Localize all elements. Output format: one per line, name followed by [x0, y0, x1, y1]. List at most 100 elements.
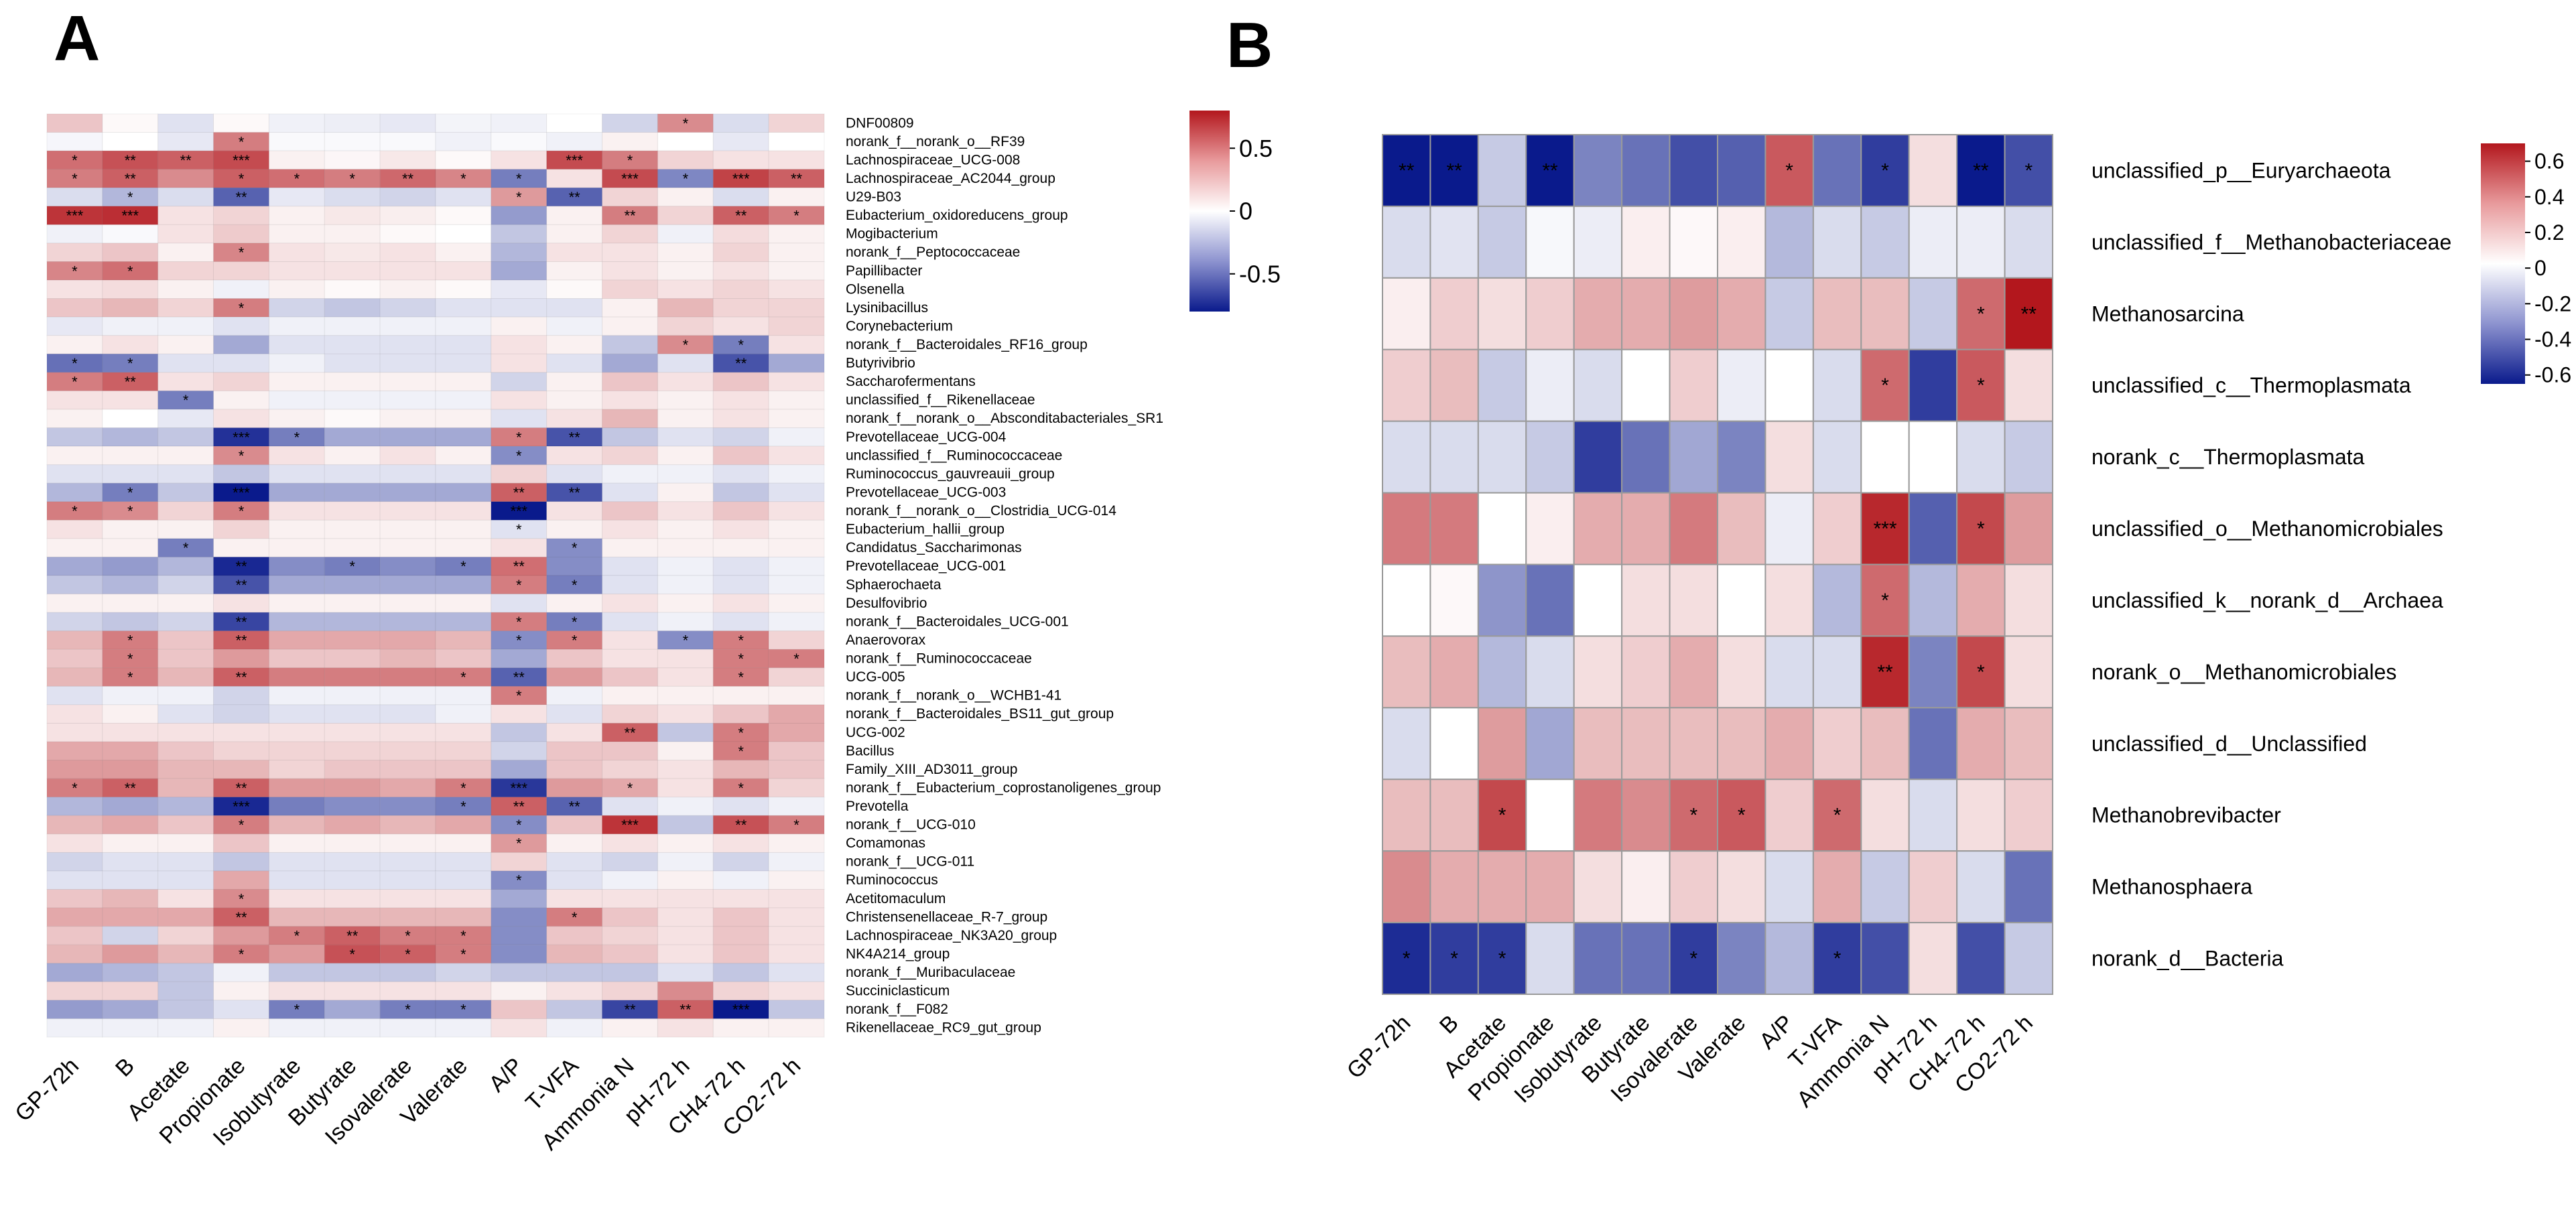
heatmap-cell — [602, 852, 658, 872]
heatmap-cell — [712, 630, 769, 650]
heatmap-cell — [157, 409, 214, 429]
heatmap-cell — [435, 704, 492, 724]
heatmap-cell — [491, 944, 548, 964]
heatmap-cell — [1764, 850, 1814, 924]
heatmap-cell — [102, 649, 159, 669]
row-label: Methanosphaera — [2091, 875, 2252, 899]
heatmap-cell — [768, 944, 825, 964]
heatmap-cell — [1477, 707, 1527, 781]
heatmap-cell — [46, 630, 103, 650]
heatmap-cell — [546, 427, 603, 447]
heatmap-cell — [491, 150, 548, 170]
heatmap-cell — [102, 464, 159, 484]
heatmap-cell — [712, 150, 769, 170]
heatmap-cell — [435, 833, 492, 853]
heatmap-cell — [1477, 850, 1527, 924]
heatmap-cell — [324, 630, 381, 650]
row-label: U29-B03 — [846, 190, 901, 205]
significance-marker: * — [738, 651, 744, 667]
heatmap-cell — [46, 778, 103, 798]
heatmap-cell — [1525, 420, 1575, 494]
heatmap-cell — [491, 833, 548, 853]
heatmap-cell — [768, 612, 825, 632]
heatmap-cell — [46, 797, 103, 816]
significance-marker: *** — [233, 484, 250, 501]
heatmap-cell — [46, 1018, 103, 1038]
heatmap-cell — [379, 889, 436, 908]
heatmap-cell — [768, 926, 825, 945]
heatmap-cell — [602, 261, 658, 281]
significance-marker: *** — [121, 208, 139, 224]
heatmap-cell — [46, 261, 103, 281]
heatmap-cell — [1429, 348, 1479, 422]
significance-marker: * — [738, 632, 744, 649]
heatmap-cell — [213, 1018, 269, 1038]
heatmap-cell — [435, 353, 492, 373]
heatmap-cell — [1669, 563, 1719, 637]
heatmap-cell — [712, 409, 769, 429]
heatmap-cell — [546, 446, 603, 466]
heatmap-cell — [268, 667, 325, 687]
significance-marker: ** — [2021, 303, 2037, 325]
heatmap-cell — [712, 279, 769, 299]
significance-marker: * — [1498, 948, 1506, 970]
heatmap-cell — [157, 815, 214, 835]
heatmap-cell — [768, 224, 825, 244]
row-label: norank_o__Methanomicrobiales — [2091, 660, 2396, 684]
significance-marker: * — [127, 355, 133, 372]
significance-marker: ** — [125, 152, 137, 169]
significance-marker: * — [516, 189, 522, 206]
heatmap-cell — [379, 446, 436, 466]
significance-marker: * — [1881, 159, 1889, 182]
significance-marker: * — [405, 946, 411, 963]
row-label: NK4A214_group — [846, 946, 950, 961]
heatmap-cell — [1860, 779, 1910, 852]
significance-marker: * — [516, 429, 522, 446]
significance-marker: * — [127, 651, 133, 667]
heatmap-cell — [435, 1000, 492, 1019]
heatmap-cell — [657, 667, 714, 687]
heatmap-cell — [491, 335, 548, 354]
significance-marker: ** — [513, 558, 525, 575]
heatmap-cell — [324, 667, 381, 687]
heatmap-cell — [546, 169, 603, 188]
heatmap-cell — [268, 1000, 325, 1019]
heatmap-cell — [491, 187, 548, 207]
significance-marker: * — [1833, 805, 1842, 827]
heatmap-cell — [435, 685, 492, 705]
heatmap-cell — [491, 852, 548, 872]
heatmap-cell — [602, 833, 658, 853]
heatmap-cell — [491, 298, 548, 318]
heatmap-cell — [324, 963, 381, 982]
heatmap-cell — [435, 963, 492, 982]
heatmap-cell — [491, 427, 548, 447]
heatmap-cell — [1908, 277, 1958, 350]
heatmap-cell — [491, 519, 548, 539]
heatmap-cell — [491, 889, 548, 908]
heatmap-cell — [546, 870, 603, 890]
significance-marker: ** — [1542, 159, 1558, 182]
heatmap-cell — [546, 889, 603, 908]
heatmap-cell — [102, 243, 159, 262]
heatmap-cell — [712, 1018, 769, 1038]
heatmap-cell — [268, 778, 325, 798]
significance-marker: ** — [735, 355, 747, 372]
heatmap-cell — [379, 667, 436, 687]
heatmap-cell — [768, 206, 825, 225]
heatmap-cell — [491, 372, 548, 391]
heatmap-cell — [602, 132, 658, 151]
heatmap-cell — [712, 685, 769, 705]
heatmap-cell — [657, 944, 714, 964]
heatmap-cell — [1956, 635, 2006, 709]
heatmap-cell — [546, 722, 603, 742]
heatmap-cell — [712, 132, 769, 151]
heatmap-cell — [435, 372, 492, 391]
significance-marker: ** — [180, 152, 192, 169]
heatmap-cell — [213, 372, 269, 391]
heatmap-cell — [157, 187, 214, 207]
significance-marker: * — [683, 170, 689, 187]
heatmap-cell — [1812, 707, 1862, 781]
heatmap-cell — [1717, 922, 1766, 996]
heatmap-cell — [435, 150, 492, 170]
row-label: unclassified_f__Ruminococcaceae — [846, 448, 1062, 463]
